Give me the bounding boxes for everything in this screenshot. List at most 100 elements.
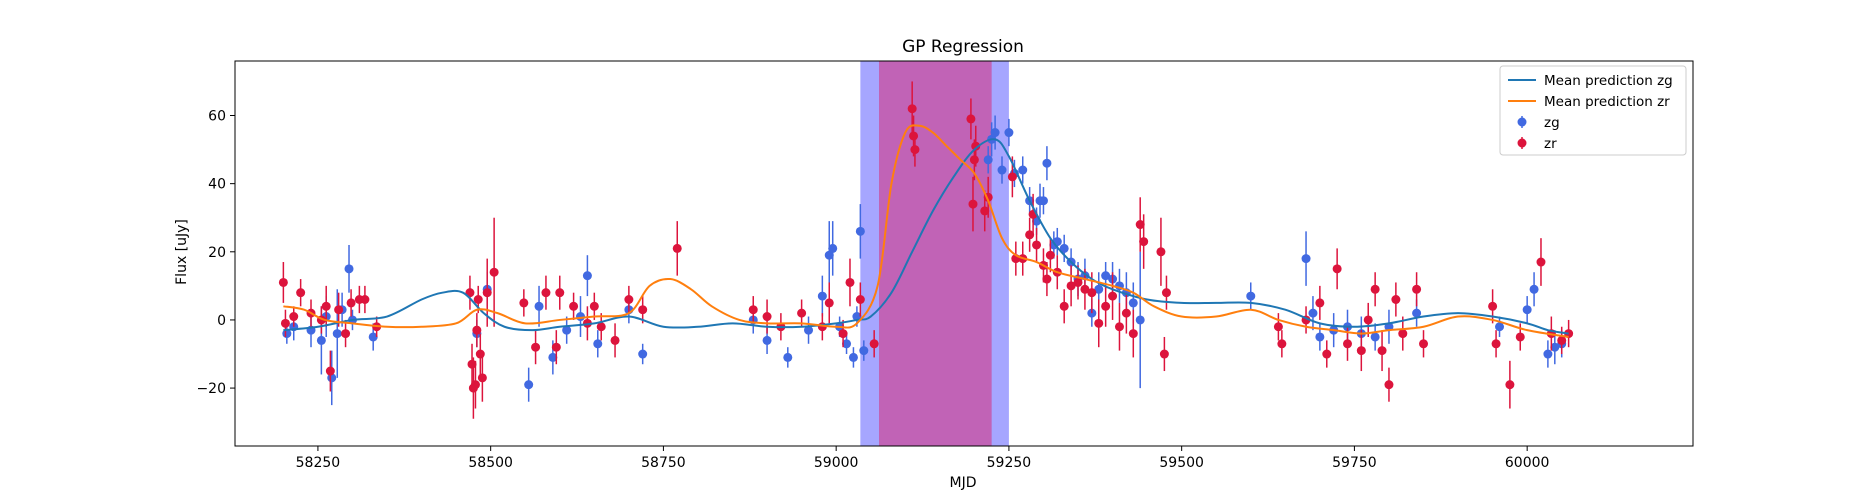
zr-point <box>360 294 370 304</box>
zr-point <box>1343 339 1353 349</box>
zr-point <box>1273 322 1283 332</box>
y-axis: −20 0 20 40 60 <box>196 109 235 397</box>
zr-point <box>1073 277 1083 287</box>
zr-point <box>1066 281 1076 291</box>
zr-point <box>1398 329 1408 339</box>
zr-point <box>289 312 299 322</box>
zr-point <box>541 288 551 298</box>
zg-point <box>824 250 834 260</box>
x-tick-label: 59000 <box>814 455 859 471</box>
plot-area <box>278 61 1574 446</box>
y-tick-label: 0 <box>217 313 226 329</box>
zr-point <box>797 308 807 318</box>
zg-point <box>1543 349 1553 359</box>
x-tick-label: 59500 <box>1159 455 1204 471</box>
zr-point <box>531 342 541 352</box>
zg-point <box>1038 196 1048 206</box>
zr-point <box>470 380 480 390</box>
zg-point <box>1301 254 1311 264</box>
zr-point <box>1505 380 1515 390</box>
zr-point <box>1108 291 1118 301</box>
zg-point <box>1042 158 1052 168</box>
zg-point <box>1101 271 1111 281</box>
zg-point <box>582 271 592 281</box>
zr-point <box>334 305 344 315</box>
y-tick-label: −20 <box>196 381 226 397</box>
zr-point <box>467 359 477 369</box>
zg-point <box>534 301 544 311</box>
legend-label: zg <box>1544 115 1560 131</box>
zg-point <box>842 339 852 349</box>
zg-point <box>1495 322 1505 332</box>
zg-point <box>1128 298 1138 308</box>
zr-point <box>1045 250 1055 260</box>
zr-point <box>1094 318 1104 328</box>
zr-point <box>596 322 606 332</box>
zg-point <box>817 291 827 301</box>
legend-swatch-marker <box>1517 117 1527 127</box>
zg-point <box>1018 165 1028 175</box>
zg-point <box>575 312 585 322</box>
zg-point <box>327 373 337 383</box>
zr-point <box>519 298 529 308</box>
zr-point <box>910 145 920 155</box>
zr-point <box>472 325 482 335</box>
legend-box <box>1499 65 1687 156</box>
zr-point <box>473 294 483 304</box>
legend-item-0: Mean prediction zg <box>1508 73 1673 89</box>
y-tick-label: 60 <box>208 109 226 125</box>
zg-point <box>332 329 342 339</box>
zg-point <box>848 352 858 362</box>
zr-point <box>672 243 682 253</box>
zr-point <box>1007 172 1017 182</box>
mean-line-zr <box>283 124 1569 338</box>
zr-point <box>855 294 865 304</box>
zg-point <box>548 352 558 362</box>
zr-point <box>966 114 976 124</box>
zr-point <box>748 305 758 315</box>
zg-point <box>855 226 865 236</box>
mean-line-zg <box>283 138 1569 335</box>
chart-title: GP Regression <box>902 37 1024 57</box>
zr-point <box>296 288 306 298</box>
zr-point <box>971 141 981 151</box>
zr-point <box>1322 349 1332 359</box>
zg-point <box>997 165 1007 175</box>
x-axis-label: MJD <box>950 475 977 491</box>
shaded-region-zr <box>879 61 992 446</box>
zg-point <box>1059 243 1069 253</box>
zr-point <box>477 373 487 383</box>
zg-point <box>804 325 814 335</box>
y-tick-label: 20 <box>208 245 226 261</box>
zr-point <box>1025 230 1035 240</box>
series-zr <box>278 81 1574 419</box>
zr-point <box>1032 240 1042 250</box>
x-tick-label: 59250 <box>987 455 1032 471</box>
zr-point <box>1491 339 1501 349</box>
zr-point <box>1536 257 1546 267</box>
x-tick-label: 58500 <box>468 455 513 471</box>
zr-point <box>325 366 335 376</box>
zr-point <box>1042 274 1052 284</box>
zr-point <box>1080 284 1090 294</box>
legend-label: Mean prediction zg <box>1544 73 1673 89</box>
x-tick-label: 59750 <box>1332 455 1377 471</box>
zr-point <box>346 298 356 308</box>
zr-point <box>1370 284 1380 294</box>
zg-point <box>1550 342 1560 352</box>
zr-point <box>551 342 561 352</box>
zg-point <box>1522 305 1532 315</box>
zr-point <box>1087 288 1097 298</box>
zr-point <box>475 349 485 359</box>
legend-item-3: zr <box>1517 136 1557 152</box>
legend-item-1: Mean prediction zr <box>1508 94 1670 110</box>
zr-point <box>1156 247 1166 257</box>
zr-point <box>1159 349 1169 359</box>
y-tick-label: 40 <box>208 177 226 193</box>
zr-point <box>869 339 879 349</box>
zr-point <box>1391 294 1401 304</box>
zr-point <box>610 335 620 345</box>
zg-point <box>859 346 869 356</box>
legend-item-2: zg <box>1517 115 1560 131</box>
zg-point <box>368 332 378 342</box>
